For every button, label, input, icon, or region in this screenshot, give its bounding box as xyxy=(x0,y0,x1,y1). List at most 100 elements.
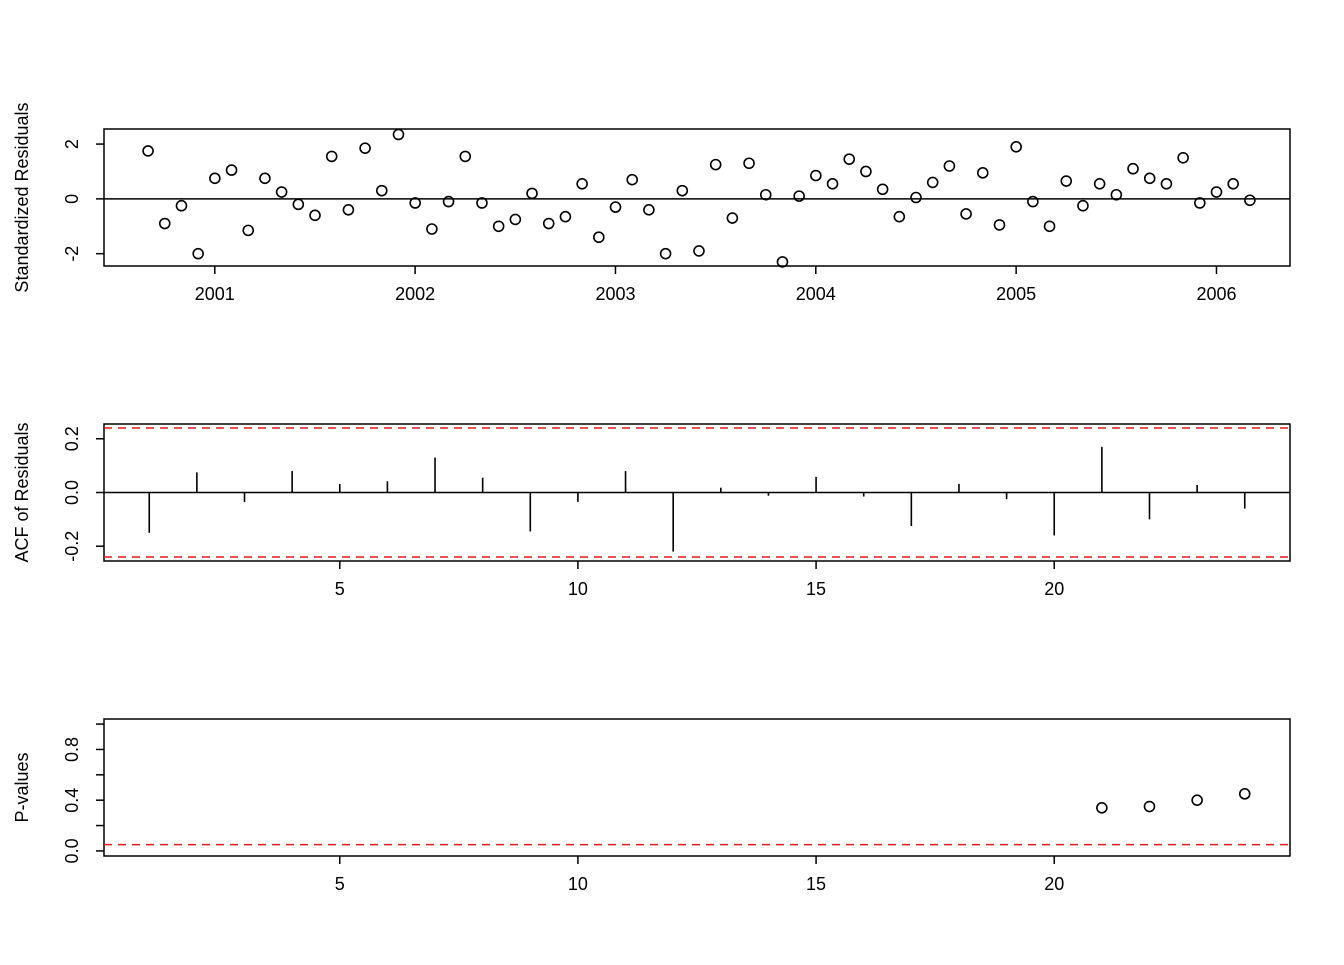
residual-point xyxy=(609,201,622,213)
x-tick-label: 15 xyxy=(806,874,826,894)
y-tick-label: 0.0 xyxy=(62,838,82,863)
x-tick-label: 10 xyxy=(568,874,588,894)
residual-point xyxy=(542,217,555,230)
residual-point xyxy=(175,199,188,212)
residual-point xyxy=(559,210,572,223)
x-tick-label: 2005 xyxy=(996,284,1036,304)
residual-point xyxy=(1093,178,1106,190)
residual-point xyxy=(1110,188,1123,201)
residual-point xyxy=(826,178,839,190)
residual-point xyxy=(793,190,805,202)
residuals-panel: 2001 2002 2003 2004 2005 2006 -2 0 2 Standardized… xyxy=(12,102,1291,304)
residual-point xyxy=(142,145,154,157)
residual-point xyxy=(1010,141,1022,153)
residual-point xyxy=(1077,199,1089,212)
residual-point xyxy=(1194,197,1206,209)
plot-frame xyxy=(103,718,1291,857)
residual-point xyxy=(476,197,488,209)
pvalue-point xyxy=(1096,801,1108,814)
pvalue-point xyxy=(1191,794,1203,806)
residual-point xyxy=(1143,172,1156,185)
residual-point xyxy=(626,173,639,186)
residual-point xyxy=(325,150,338,163)
y-axis-title: ACF of Residuals xyxy=(12,422,32,562)
x-tick-label: 2004 xyxy=(796,284,836,304)
residual-point xyxy=(192,247,204,260)
residual-point xyxy=(1177,151,1189,164)
residual-point xyxy=(993,219,1006,231)
residual-point xyxy=(158,217,171,230)
residual-point xyxy=(426,223,438,235)
residual-point xyxy=(309,209,321,222)
residual-point xyxy=(1060,175,1073,187)
residual-point xyxy=(225,164,238,176)
residual-point xyxy=(292,198,305,211)
y-tick-label: 0.0 xyxy=(62,480,82,505)
residual-point xyxy=(259,172,271,185)
residual-point xyxy=(392,128,405,141)
residual-point xyxy=(810,169,822,182)
x-tick-label: 10 xyxy=(568,579,588,599)
residual-point xyxy=(1027,195,1039,208)
residual-point xyxy=(1127,162,1139,175)
residual-point xyxy=(442,195,455,208)
residual-point xyxy=(943,160,956,172)
residual-point xyxy=(1160,178,1173,190)
x-tick-label: 2002 xyxy=(395,284,435,304)
y-tick-label: 0.2 xyxy=(62,426,82,451)
residual-point xyxy=(976,167,989,179)
pvalues-panel: 5 10 15 20 0.0 0.4 0.8 P-values xyxy=(12,718,1291,894)
x-tick-label: 20 xyxy=(1044,874,1064,894)
residual-point xyxy=(1043,220,1056,233)
residual-point xyxy=(643,204,655,216)
y-tick-label: 0 xyxy=(62,194,82,204)
residual-point xyxy=(693,245,705,257)
residual-point xyxy=(492,220,505,233)
residual-point xyxy=(776,256,789,268)
residual-point xyxy=(743,157,755,170)
plot-frame xyxy=(103,128,1291,267)
residual-point xyxy=(342,204,355,216)
x-tick-label: 2003 xyxy=(595,284,635,304)
residual-point xyxy=(242,224,255,237)
acf-panel: 5 10 15 20 -0.2 0.0 0.2 ACF of Residuals xyxy=(12,422,1291,599)
residual-point xyxy=(1210,186,1223,198)
residual-point xyxy=(209,172,221,185)
residual-point xyxy=(960,208,972,220)
residual-point xyxy=(526,187,538,200)
residual-point xyxy=(893,210,906,223)
x-tick-label: 5 xyxy=(335,579,345,599)
residual-point xyxy=(676,184,689,197)
y-axis-title: Standardized Residuals xyxy=(12,102,32,292)
residual-point xyxy=(275,186,288,198)
y-tick-label: -2 xyxy=(62,246,82,262)
residual-point xyxy=(375,184,388,197)
residual-point xyxy=(359,142,371,154)
y-axis-title: P-values xyxy=(12,752,32,822)
y-tick-label: 0.8 xyxy=(62,737,82,762)
y-tick-label: -0.2 xyxy=(62,531,82,562)
x-tick-label: 2006 xyxy=(1196,284,1236,304)
residual-point xyxy=(709,158,722,171)
residual-point xyxy=(910,191,922,204)
pvalue-point xyxy=(1143,800,1156,813)
residual-point xyxy=(509,213,522,226)
y-tick-label: 0.4 xyxy=(62,788,82,813)
residual-point xyxy=(409,197,421,209)
residual-point xyxy=(876,183,889,196)
residual-point xyxy=(459,150,472,163)
x-tick-label: 2001 xyxy=(195,284,235,304)
x-tick-label: 15 xyxy=(806,579,826,599)
residual-point xyxy=(759,188,772,201)
y-tick-label: 2 xyxy=(62,139,82,149)
x-tick-label: 5 xyxy=(335,874,345,894)
residual-point xyxy=(576,178,588,190)
residual-point xyxy=(1227,178,1239,190)
residual-point xyxy=(726,212,739,224)
residual-point xyxy=(926,176,939,189)
x-tick-label: 20 xyxy=(1044,579,1064,599)
residual-point xyxy=(860,165,872,178)
residual-point xyxy=(1244,194,1256,207)
